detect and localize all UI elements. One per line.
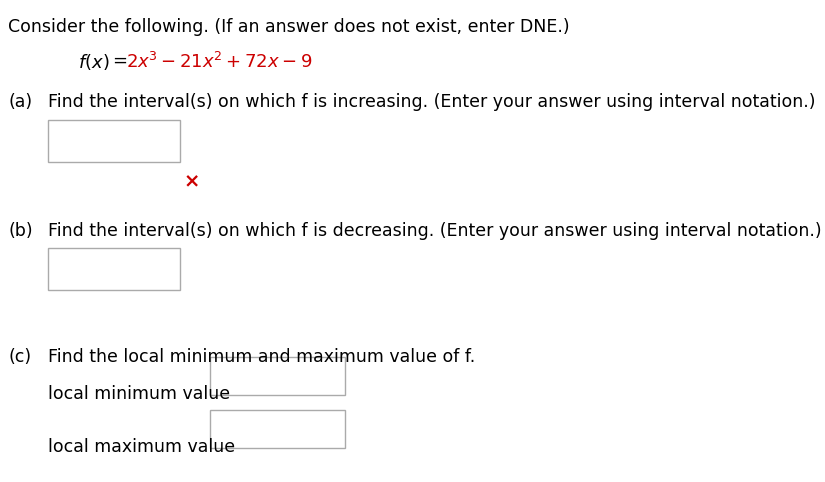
Text: =: = [112, 52, 127, 70]
FancyBboxPatch shape [210, 410, 345, 448]
Text: Find the local minimum and maximum value of f.: Find the local minimum and maximum value… [48, 348, 475, 366]
Text: (c): (c) [8, 348, 31, 366]
Text: Find the interval(s) on which f is decreasing. (Enter your answer using interval: Find the interval(s) on which f is decre… [48, 222, 822, 240]
Text: $2x^3 - 21x^2 + 72x - 9$: $2x^3 - 21x^2 + 72x - 9$ [126, 52, 313, 72]
FancyBboxPatch shape [48, 120, 180, 162]
Text: ×: × [184, 172, 200, 191]
Text: $f(x)$: $f(x)$ [78, 52, 110, 72]
FancyBboxPatch shape [210, 357, 345, 395]
Text: local maximum value: local maximum value [48, 438, 235, 456]
Text: (a): (a) [8, 93, 32, 111]
Text: (b): (b) [8, 222, 33, 240]
FancyBboxPatch shape [48, 248, 180, 290]
Text: local minimum value: local minimum value [48, 385, 230, 403]
Text: Find the interval(s) on which f is increasing. (Enter your answer using interval: Find the interval(s) on which f is incre… [48, 93, 815, 111]
Text: Consider the following. (If an answer does not exist, enter DNE.): Consider the following. (If an answer do… [8, 18, 569, 36]
